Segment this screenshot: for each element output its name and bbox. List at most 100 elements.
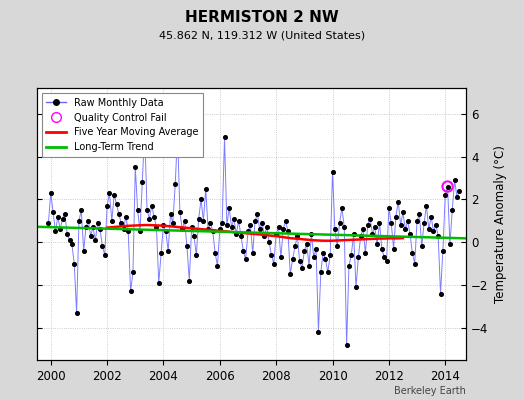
Point [337,205,346,211]
Point [324,269,332,275]
Point [401,226,409,232]
Point [279,226,287,232]
Point [321,256,330,262]
Point [227,224,236,230]
Y-axis label: Temperature Anomaly (°C): Temperature Anomaly (°C) [494,145,507,303]
Point [408,250,417,256]
Point [441,192,450,198]
Point [204,226,212,232]
Point [403,218,412,224]
Point [49,209,57,216]
Point [378,246,386,252]
Point [58,216,67,222]
Point [335,220,344,226]
Point [134,207,142,213]
Point [263,224,271,230]
Point [352,284,360,290]
Point [155,280,163,286]
Point [256,226,264,232]
Point [314,329,323,335]
Point [202,186,210,192]
Point [213,262,222,269]
Point [420,220,428,226]
Point [244,228,252,235]
Point [105,190,114,196]
Point [84,218,93,224]
Point [246,222,255,228]
Point [242,256,250,262]
Legend: Raw Monthly Data, Quality Control Fail, Five Year Moving Average, Long-Term Tren: Raw Monthly Data, Quality Control Fail, … [41,93,203,157]
Point [145,216,154,222]
Point [370,224,379,230]
Point [296,258,304,265]
Point [410,260,419,267]
Point [253,211,261,218]
Point [107,218,116,224]
Point [375,220,384,226]
Point [56,226,64,232]
Point [232,230,241,237]
Point [188,224,196,230]
Point [275,224,283,230]
Point [96,226,104,232]
Point [312,246,320,252]
Point [117,220,125,226]
Point [333,243,342,250]
Point [136,228,144,235]
Point [192,252,201,258]
Point [270,260,278,267]
Point [77,207,85,213]
Point [230,216,238,222]
Point [427,213,435,220]
Point [451,177,459,183]
Point [63,230,71,237]
Point [72,310,81,316]
Point [169,220,177,226]
Point [356,232,365,239]
Point [161,228,170,235]
Point [237,232,245,239]
Point [143,207,151,213]
Point [122,213,130,220]
Point [387,220,396,226]
Point [164,248,172,254]
Point [300,248,309,254]
Point [206,220,215,226]
Point [185,278,193,284]
Point [389,246,398,252]
Point [319,250,328,256]
Point [248,250,257,256]
Point [91,237,100,243]
Point [429,228,438,235]
Point [225,205,233,211]
Point [115,211,123,218]
Point [75,218,83,224]
Point [291,243,299,250]
Point [220,134,228,140]
Point [47,190,55,196]
Point [180,218,189,224]
Point [443,183,452,190]
Point [397,222,405,228]
Point [329,168,337,175]
Point [272,230,280,237]
Point [406,230,414,237]
Point [383,258,391,265]
Text: Berkeley Earth: Berkeley Earth [395,386,466,396]
Point [448,207,456,213]
Point [359,226,367,232]
Point [124,228,133,235]
Point [94,220,102,226]
Point [298,265,306,271]
Point [211,250,220,256]
Point [342,342,351,348]
Point [439,248,447,254]
Text: HERMISTON 2 NW: HERMISTON 2 NW [185,10,339,25]
Point [281,218,290,224]
Point [345,262,353,269]
Point [98,243,106,250]
Point [350,230,358,237]
Point [131,164,139,170]
Point [302,241,311,248]
Point [190,232,198,239]
